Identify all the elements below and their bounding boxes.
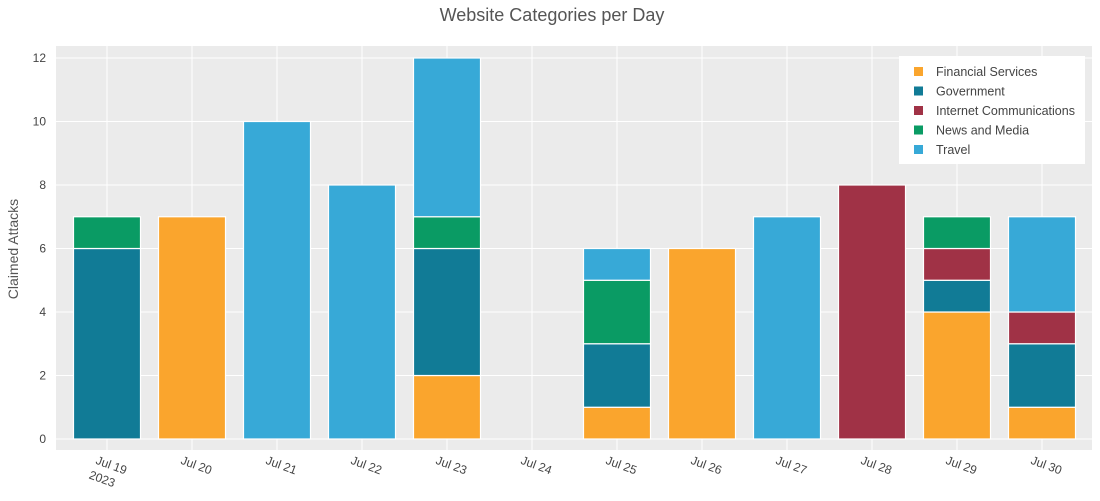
bar-segment[interactable] bbox=[582, 343, 652, 408]
chart-title: Website Categories per Day bbox=[440, 5, 665, 25]
bar-segment[interactable] bbox=[327, 184, 397, 440]
legend-swatch bbox=[914, 125, 923, 135]
bar-segment[interactable] bbox=[922, 216, 992, 250]
bar-segment[interactable] bbox=[922, 311, 992, 440]
x-tick-label: Jul 20 bbox=[179, 453, 214, 477]
x-tick-label: Jul 29 bbox=[944, 453, 979, 477]
legend-swatch bbox=[914, 145, 923, 154]
x-tick-label: Jul 28 bbox=[859, 453, 894, 477]
bars bbox=[72, 57, 1077, 440]
legend-swatch bbox=[914, 67, 923, 76]
x-tick-label: Jul 27 bbox=[774, 453, 809, 477]
bar-segment[interactable] bbox=[1007, 343, 1077, 408]
bar-segment[interactable] bbox=[412, 216, 482, 250]
legend-item[interactable]: News and Media bbox=[914, 124, 1029, 138]
bar-segment[interactable] bbox=[922, 279, 992, 313]
legend-label: News and Media bbox=[936, 124, 1029, 138]
bar-segment[interactable] bbox=[157, 216, 227, 440]
bar-segment[interactable] bbox=[242, 120, 312, 440]
y-axis-label: Claimed Attacks bbox=[5, 199, 21, 299]
bar-segment[interactable] bbox=[412, 374, 482, 440]
bar-segment[interactable] bbox=[1007, 311, 1077, 345]
bar-segment[interactable] bbox=[1007, 216, 1077, 313]
bar-segment[interactable] bbox=[667, 247, 737, 440]
bar-segment[interactable] bbox=[582, 406, 652, 440]
bar-segment[interactable] bbox=[752, 216, 822, 440]
legend-item[interactable]: Financial Services bbox=[914, 65, 1037, 79]
bar-segment[interactable] bbox=[582, 279, 652, 345]
legend-item[interactable]: Government bbox=[914, 85, 1005, 99]
legend: Financial Services Government Internet Com… bbox=[899, 56, 1085, 164]
bar-segment[interactable] bbox=[412, 247, 482, 377]
legend-item[interactable]: Internet Communications bbox=[914, 104, 1075, 118]
legend-swatch bbox=[914, 106, 923, 115]
x-tick-label: Jul 26 bbox=[689, 453, 724, 477]
legend-item[interactable]: Travel bbox=[914, 143, 970, 157]
y-tick-label: 0 bbox=[39, 432, 46, 446]
x-tick-label: Jul 23 bbox=[434, 453, 469, 477]
legend-label: Internet Communications bbox=[936, 104, 1075, 118]
y-tick-label: 4 bbox=[39, 305, 46, 319]
legend-label: Government bbox=[936, 85, 1005, 99]
bar-segment[interactable] bbox=[922, 247, 992, 281]
x-tick-label: Jul 21 bbox=[264, 453, 299, 477]
x-tick-label: Jul 25 bbox=[604, 453, 639, 477]
legend-box bbox=[899, 56, 1085, 164]
x-tick-label: Jul 30 bbox=[1029, 453, 1064, 477]
bar-segment[interactable] bbox=[72, 216, 142, 250]
y-tick-label: 8 bbox=[39, 178, 46, 192]
bar-segment[interactable] bbox=[412, 57, 482, 218]
bar-segment[interactable] bbox=[72, 247, 142, 440]
y-tick-label: 10 bbox=[33, 115, 47, 129]
y-tick-label: 2 bbox=[39, 369, 46, 383]
y-tick-label: 12 bbox=[33, 51, 47, 65]
bar-segment[interactable] bbox=[1007, 406, 1077, 440]
bar-segment[interactable] bbox=[582, 247, 652, 281]
x-tick-label: Jul 24 bbox=[519, 453, 554, 477]
y-axis-ticks: 0 2 4 6 8 10 12 bbox=[33, 51, 47, 446]
x-tick-label: Jul 22 bbox=[349, 453, 384, 477]
legend-swatch bbox=[914, 86, 923, 96]
bar-segment[interactable] bbox=[837, 184, 907, 440]
y-tick-label: 6 bbox=[39, 242, 46, 256]
legend-label: Financial Services bbox=[936, 65, 1037, 79]
legend-label: Travel bbox=[936, 143, 970, 157]
